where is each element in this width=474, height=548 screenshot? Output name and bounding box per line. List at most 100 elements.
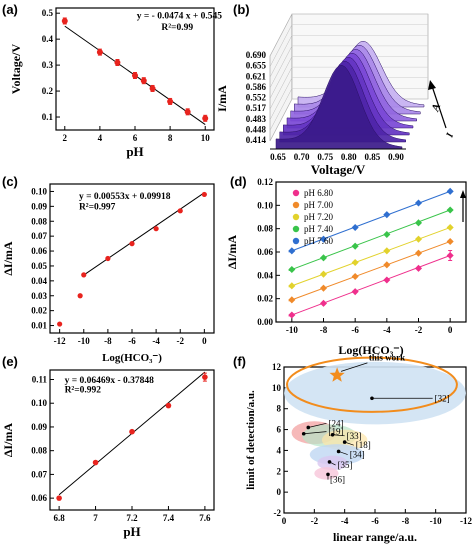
data-point bbox=[288, 296, 296, 304]
data-point bbox=[319, 235, 328, 243]
data-point bbox=[202, 115, 209, 122]
legend-marker bbox=[292, 189, 300, 197]
x-tick-label: 4 bbox=[98, 133, 103, 143]
leader-line bbox=[303, 431, 327, 435]
panel-label-c: (c) bbox=[2, 174, 18, 189]
x-tick-label: -6 bbox=[351, 325, 359, 335]
y-axis-label: Voltage/V bbox=[9, 44, 23, 95]
y-tick-label: 0.448 bbox=[246, 124, 267, 134]
series-fit-line bbox=[288, 190, 452, 253]
y-tick-label: 0.621 bbox=[246, 71, 267, 81]
data-point bbox=[414, 235, 423, 243]
y-tick-label: 0.1 bbox=[42, 112, 54, 122]
fit-equation: y = 0.06469x - 0.37848 bbox=[65, 376, 155, 386]
x-tick-label: 0.80 bbox=[341, 152, 357, 162]
grid-line bbox=[269, 77, 293, 120]
data-point bbox=[61, 17, 68, 24]
region-ellipse bbox=[317, 455, 348, 471]
data-point bbox=[351, 223, 359, 232]
x-axis-label: Voltage/V bbox=[311, 162, 366, 177]
leader-line bbox=[308, 422, 327, 428]
r-squared: R²=0.99 bbox=[161, 23, 193, 33]
y-tick-label: -2 bbox=[274, 508, 282, 518]
x-tick-label: 6.8 bbox=[53, 513, 65, 523]
reference-label: [35] bbox=[338, 460, 353, 470]
x-tick-label: 2 bbox=[63, 133, 68, 143]
panel-label-b: (b) bbox=[233, 2, 250, 17]
x-tick-label: -12 bbox=[54, 336, 66, 346]
y-tick-label: 0.04 bbox=[257, 270, 273, 280]
legend-marker bbox=[292, 225, 300, 233]
y-tick-label: 0.2 bbox=[42, 86, 54, 96]
data-point bbox=[446, 206, 454, 214]
leader-line bbox=[340, 362, 368, 372]
data-point bbox=[129, 241, 135, 247]
data-point bbox=[129, 428, 135, 435]
y-tick-label: 0.08 bbox=[31, 216, 47, 226]
reference-label: [36] bbox=[330, 475, 345, 485]
spectrum-curve bbox=[275, 64, 403, 150]
x-tick-label: -10 bbox=[78, 336, 90, 346]
x-tick-label: 6 bbox=[133, 133, 138, 143]
y-tick-label: 0.414 bbox=[246, 135, 267, 145]
x-tick-label: 0.85 bbox=[365, 152, 381, 162]
series-fit-line bbox=[288, 254, 452, 317]
data-point bbox=[288, 247, 296, 255]
data-point bbox=[446, 223, 454, 232]
data-point bbox=[149, 85, 156, 92]
data-point bbox=[153, 226, 159, 232]
x-tick-label: -6 bbox=[371, 516, 379, 526]
y-tick-label: 0.06 bbox=[257, 247, 273, 257]
data-point bbox=[319, 270, 328, 278]
leader-line bbox=[329, 461, 336, 466]
y-tick-label: 0.10 bbox=[31, 398, 47, 408]
legend-label: pH 7.20 bbox=[304, 212, 333, 222]
legend-label: pH 7.00 bbox=[304, 200, 333, 210]
series-fit-line bbox=[288, 208, 452, 272]
x-tick-label: 0.65 bbox=[270, 152, 286, 162]
x-tick-label: 7 bbox=[93, 513, 98, 523]
data-point bbox=[383, 247, 391, 255]
x-tick-label: 7.6 bbox=[199, 513, 211, 523]
x-tick-label: 8 bbox=[168, 133, 173, 143]
x-tick-label: -8 bbox=[104, 336, 112, 346]
y-tick-label: 0.08 bbox=[257, 224, 273, 234]
y-tick-label: 0.06 bbox=[31, 493, 47, 503]
x-axis-label: pH bbox=[123, 524, 140, 539]
legend-marker bbox=[292, 201, 300, 209]
x-tick-label: 7.2 bbox=[126, 513, 138, 523]
panel-label-a: (a) bbox=[2, 2, 18, 17]
arrow-label: A bbox=[429, 102, 443, 114]
r-squared: R²=0.992 bbox=[65, 386, 102, 396]
region-ellipse bbox=[314, 467, 339, 480]
y-tick-label: 10 bbox=[272, 383, 282, 393]
series-arrow bbox=[431, 85, 447, 129]
reference-label: [18] bbox=[356, 440, 371, 450]
data-point bbox=[184, 108, 191, 115]
grid-line bbox=[269, 67, 293, 110]
legend-marker bbox=[292, 237, 300, 245]
x-tick-label: -10 bbox=[286, 325, 298, 335]
legend-label: pH 6.80 bbox=[304, 188, 333, 198]
grid-line bbox=[269, 98, 293, 142]
fit-equation: y = 0.00553x + 0.09918 bbox=[79, 192, 171, 202]
y-tick-label: 0.10 bbox=[257, 200, 273, 210]
data-point bbox=[201, 191, 207, 198]
x-tick-label: 0 bbox=[448, 325, 453, 335]
x-tick-label: -8 bbox=[320, 325, 328, 335]
data-point bbox=[167, 98, 174, 105]
leader-line bbox=[332, 434, 345, 437]
chart-e: 6.8 7 7.2 7.4 7.6 0.06 0.07 0.08 0.09 0.10 0.11 pH Δ… bbox=[1, 369, 215, 539]
panel-label-e: (e) bbox=[2, 354, 18, 369]
data-point bbox=[57, 321, 63, 327]
grid-line bbox=[269, 24, 293, 67]
data-point bbox=[383, 276, 391, 284]
y-tick-label: 0.3 bbox=[42, 60, 54, 70]
y-axis-label: ΔI/mA bbox=[1, 423, 15, 458]
this-work-ellipse bbox=[286, 356, 458, 413]
grid-line bbox=[269, 35, 293, 78]
x-axis-label: linear range/a.u. bbox=[333, 530, 417, 544]
series-fit-line bbox=[288, 226, 452, 288]
